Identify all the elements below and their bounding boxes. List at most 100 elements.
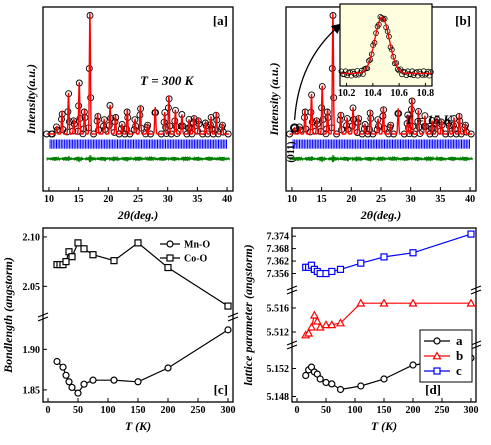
- y-tick-label: 2.05: [23, 282, 41, 293]
- data-point: [328, 380, 336, 388]
- zoom-arrow: [293, 23, 342, 120]
- axis-break-mark: [470, 289, 482, 295]
- legend-marker: [432, 351, 442, 360]
- data-point: [309, 310, 319, 319]
- data-point: [62, 258, 70, 266]
- data-point: [322, 378, 330, 387]
- x-tick-label: 0: [46, 405, 51, 416]
- data-point: [89, 251, 97, 259]
- y-axis-label: Bondlength (angstorm): [1, 257, 15, 374]
- x-axis-label: T (K): [371, 419, 397, 433]
- data-point: [74, 389, 82, 397]
- data-point: [321, 320, 331, 329]
- data-point: [74, 239, 82, 247]
- data-point: [59, 363, 67, 371]
- observed-point: [452, 130, 460, 138]
- legend-label: b: [456, 348, 463, 363]
- legend-marker: [166, 254, 174, 262]
- data-point: [409, 361, 417, 369]
- axis-break-mark: [470, 285, 482, 291]
- x-tick-label: 30: [406, 194, 416, 205]
- data-point: [316, 375, 324, 383]
- panel-label: [c]: [214, 382, 228, 397]
- data-point: [65, 378, 73, 386]
- y-tick-label: 5.152: [267, 364, 290, 375]
- x-tick-label: 200: [161, 405, 176, 416]
- y-tick-label: 2.10: [23, 232, 41, 243]
- data-point: [62, 371, 70, 379]
- x-tick-label: 200: [406, 405, 421, 416]
- axis-break-mark: [470, 340, 482, 346]
- bragg-ticks: [292, 139, 470, 149]
- y-axis-label: Intensity (a.u.): [267, 62, 281, 136]
- data-point: [315, 322, 325, 331]
- y-tick-label: 5.512: [267, 328, 290, 339]
- axis-break-mark: [286, 289, 298, 295]
- data-point: [224, 326, 232, 334]
- temperature-annotation: T = 300 K: [140, 73, 195, 88]
- observed-point: [209, 130, 217, 138]
- legend: Mn-O Co-O: [160, 240, 210, 265]
- y-tick-label: 5.148: [267, 392, 290, 403]
- bragg-ticks: [49, 139, 227, 149]
- inset-x-tick-label: 10.2: [338, 88, 356, 99]
- y-tick-label: 7.356: [267, 269, 290, 280]
- y-tick-label: 7.374: [267, 232, 290, 243]
- data-point: [408, 298, 418, 307]
- inset-observed-point: [355, 71, 362, 78]
- highlight-circle: [290, 123, 300, 133]
- legend-label: a: [456, 333, 463, 348]
- legend-marker: [433, 367, 441, 375]
- data-point: [357, 259, 365, 267]
- x-tick-label: 20: [346, 194, 356, 205]
- data-point: [467, 230, 475, 238]
- axis-break-mark: [37, 312, 49, 318]
- inset-calculated-curve: [341, 16, 432, 75]
- data-point: [312, 316, 322, 325]
- legend-marker: [433, 337, 441, 345]
- data-point: [134, 378, 142, 386]
- legend-label: Mn-O: [184, 240, 210, 251]
- x-tick-label: 15: [317, 194, 327, 205]
- data-point: [380, 375, 388, 383]
- x-tick-label: 300: [464, 405, 479, 416]
- x-tick-label: 40: [465, 194, 475, 205]
- x-tick-label: 250: [435, 405, 450, 416]
- x-tick-label: 25: [133, 194, 143, 205]
- inset-x-tick-label: 10.4: [364, 88, 382, 99]
- data-point: [89, 376, 97, 384]
- data-point: [336, 385, 345, 394]
- x-tick-label: 35: [192, 194, 202, 205]
- x-axis-label: 2θ(deg.): [117, 208, 159, 222]
- axis-break-mark: [286, 344, 298, 350]
- data-point: [335, 318, 346, 327]
- observed-point: [121, 130, 129, 138]
- data-point: [316, 269, 324, 278]
- axis-break-mark: [286, 340, 298, 346]
- series-line: [305, 233, 472, 275]
- data-point: [306, 322, 317, 331]
- bondlength-panel: 2.05 2.10 1.85 1.90 0 50 100 150 200 250 300 Mn-O Co…: [1, 227, 239, 433]
- data-point: [68, 253, 76, 261]
- data-point: [224, 302, 232, 310]
- panel-label: [d]: [425, 382, 441, 397]
- x-tick-label: 10: [44, 194, 54, 205]
- x-tick-label: 300: [221, 405, 236, 416]
- data-point: [356, 298, 366, 307]
- axis-break-mark: [286, 285, 298, 291]
- inset-x-tick-label: 10.6: [390, 88, 408, 99]
- legend-marker: [166, 240, 174, 248]
- y-tick-label: 1.90: [23, 345, 41, 356]
- data-point: [80, 380, 88, 388]
- legend-label: Co-O: [184, 254, 208, 265]
- x-tick-label: 40: [222, 194, 232, 205]
- data-point: [380, 253, 388, 261]
- x-axis-label: 2θ(deg.): [360, 208, 402, 222]
- data-point: [409, 249, 417, 257]
- data-point: [322, 269, 330, 278]
- x-tick-label: 30: [163, 194, 173, 205]
- difference-curve: [289, 154, 473, 163]
- data-point: [379, 298, 389, 307]
